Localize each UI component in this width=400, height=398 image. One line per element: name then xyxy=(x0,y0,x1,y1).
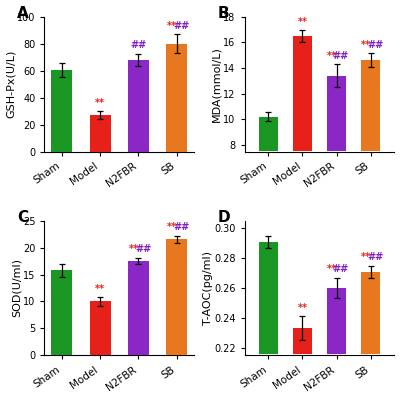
Text: **: ** xyxy=(298,303,308,313)
Y-axis label: MDA(mmol/L): MDA(mmol/L) xyxy=(212,46,222,122)
Text: ##: ## xyxy=(333,51,349,61)
Bar xyxy=(90,302,111,355)
Text: **: ** xyxy=(361,40,371,50)
Bar xyxy=(293,328,312,355)
Text: ##: ## xyxy=(174,222,190,232)
Text: ##: ## xyxy=(174,21,190,31)
Text: ##: ## xyxy=(130,41,146,51)
Bar xyxy=(259,242,278,355)
Text: **: ** xyxy=(167,21,177,31)
Text: ##: ## xyxy=(367,252,383,262)
Text: **: ** xyxy=(361,252,371,262)
Bar xyxy=(90,115,111,152)
Text: **: ** xyxy=(327,51,337,61)
Text: A: A xyxy=(17,6,29,21)
Bar xyxy=(166,240,187,355)
Text: **: ** xyxy=(298,17,308,27)
Text: B: B xyxy=(218,6,229,21)
Y-axis label: T-AOC(pg/ml): T-AOC(pg/ml) xyxy=(202,251,212,325)
Bar xyxy=(128,60,149,152)
Text: **: ** xyxy=(327,264,337,274)
Y-axis label: GSH-Px(U/L): GSH-Px(U/L) xyxy=(6,50,16,118)
Text: ##: ## xyxy=(367,40,383,50)
Y-axis label: SOD(U/ml): SOD(U/ml) xyxy=(12,258,22,318)
Bar xyxy=(259,117,278,152)
Bar xyxy=(166,44,187,152)
Bar xyxy=(51,270,72,355)
Text: D: D xyxy=(218,210,230,225)
Bar xyxy=(293,36,312,152)
Bar xyxy=(51,70,72,152)
Bar xyxy=(361,271,380,355)
Text: ##: ## xyxy=(333,264,349,274)
Bar xyxy=(128,261,149,355)
Text: **: ** xyxy=(167,222,177,232)
Bar xyxy=(361,60,380,152)
Text: ##: ## xyxy=(135,244,152,254)
Text: C: C xyxy=(17,210,28,225)
Bar xyxy=(327,288,346,355)
Text: **: ** xyxy=(95,98,105,108)
Text: **: ** xyxy=(128,244,138,254)
Bar xyxy=(327,76,346,152)
Text: **: ** xyxy=(95,284,105,294)
